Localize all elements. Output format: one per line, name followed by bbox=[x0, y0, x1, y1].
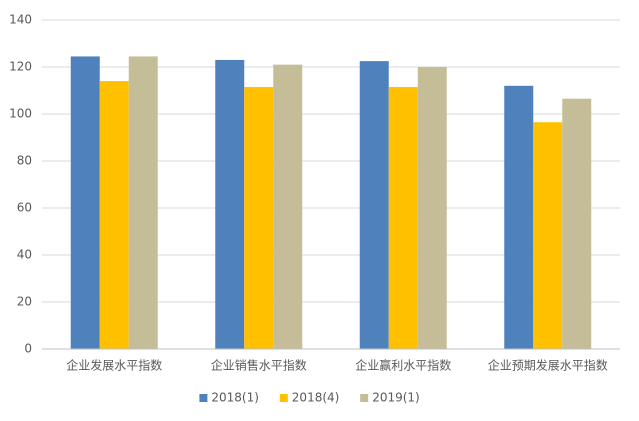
y-tick-label: 100 bbox=[9, 107, 32, 121]
bar bbox=[562, 98, 592, 349]
bar bbox=[417, 67, 447, 349]
y-tick-label: 140 bbox=[9, 13, 32, 27]
bar bbox=[273, 64, 303, 350]
x-tick-label: 企业赢利水平指数 bbox=[355, 358, 451, 373]
y-tick-label: 20 bbox=[17, 295, 32, 309]
legend-label: 2019(1) bbox=[372, 391, 420, 405]
bar bbox=[215, 59, 245, 349]
bar bbox=[244, 86, 274, 349]
legend-label: 2018(4) bbox=[292, 391, 340, 405]
y-tick-label: 80 bbox=[17, 154, 32, 168]
bar bbox=[99, 81, 129, 349]
x-tick-label: 企业预期发展水平指数 bbox=[488, 358, 608, 373]
bar bbox=[504, 85, 534, 350]
legend-swatch bbox=[199, 394, 208, 402]
y-tick-label: 40 bbox=[17, 248, 32, 262]
y-tick-label: 120 bbox=[9, 60, 32, 74]
bar bbox=[359, 61, 389, 349]
bar bbox=[533, 122, 563, 349]
x-tick-label: 企业销售水平指数 bbox=[211, 358, 307, 373]
bar bbox=[70, 56, 100, 350]
bar bbox=[388, 86, 418, 349]
legend-swatch bbox=[279, 394, 288, 402]
y-tick-label: 0 bbox=[24, 342, 32, 356]
y-tick-label: 60 bbox=[17, 201, 32, 215]
x-tick-label: 企业发展水平指数 bbox=[66, 358, 162, 373]
bar bbox=[128, 56, 158, 350]
legend-swatch bbox=[360, 394, 369, 402]
legend-label: 2018(1) bbox=[211, 391, 259, 405]
